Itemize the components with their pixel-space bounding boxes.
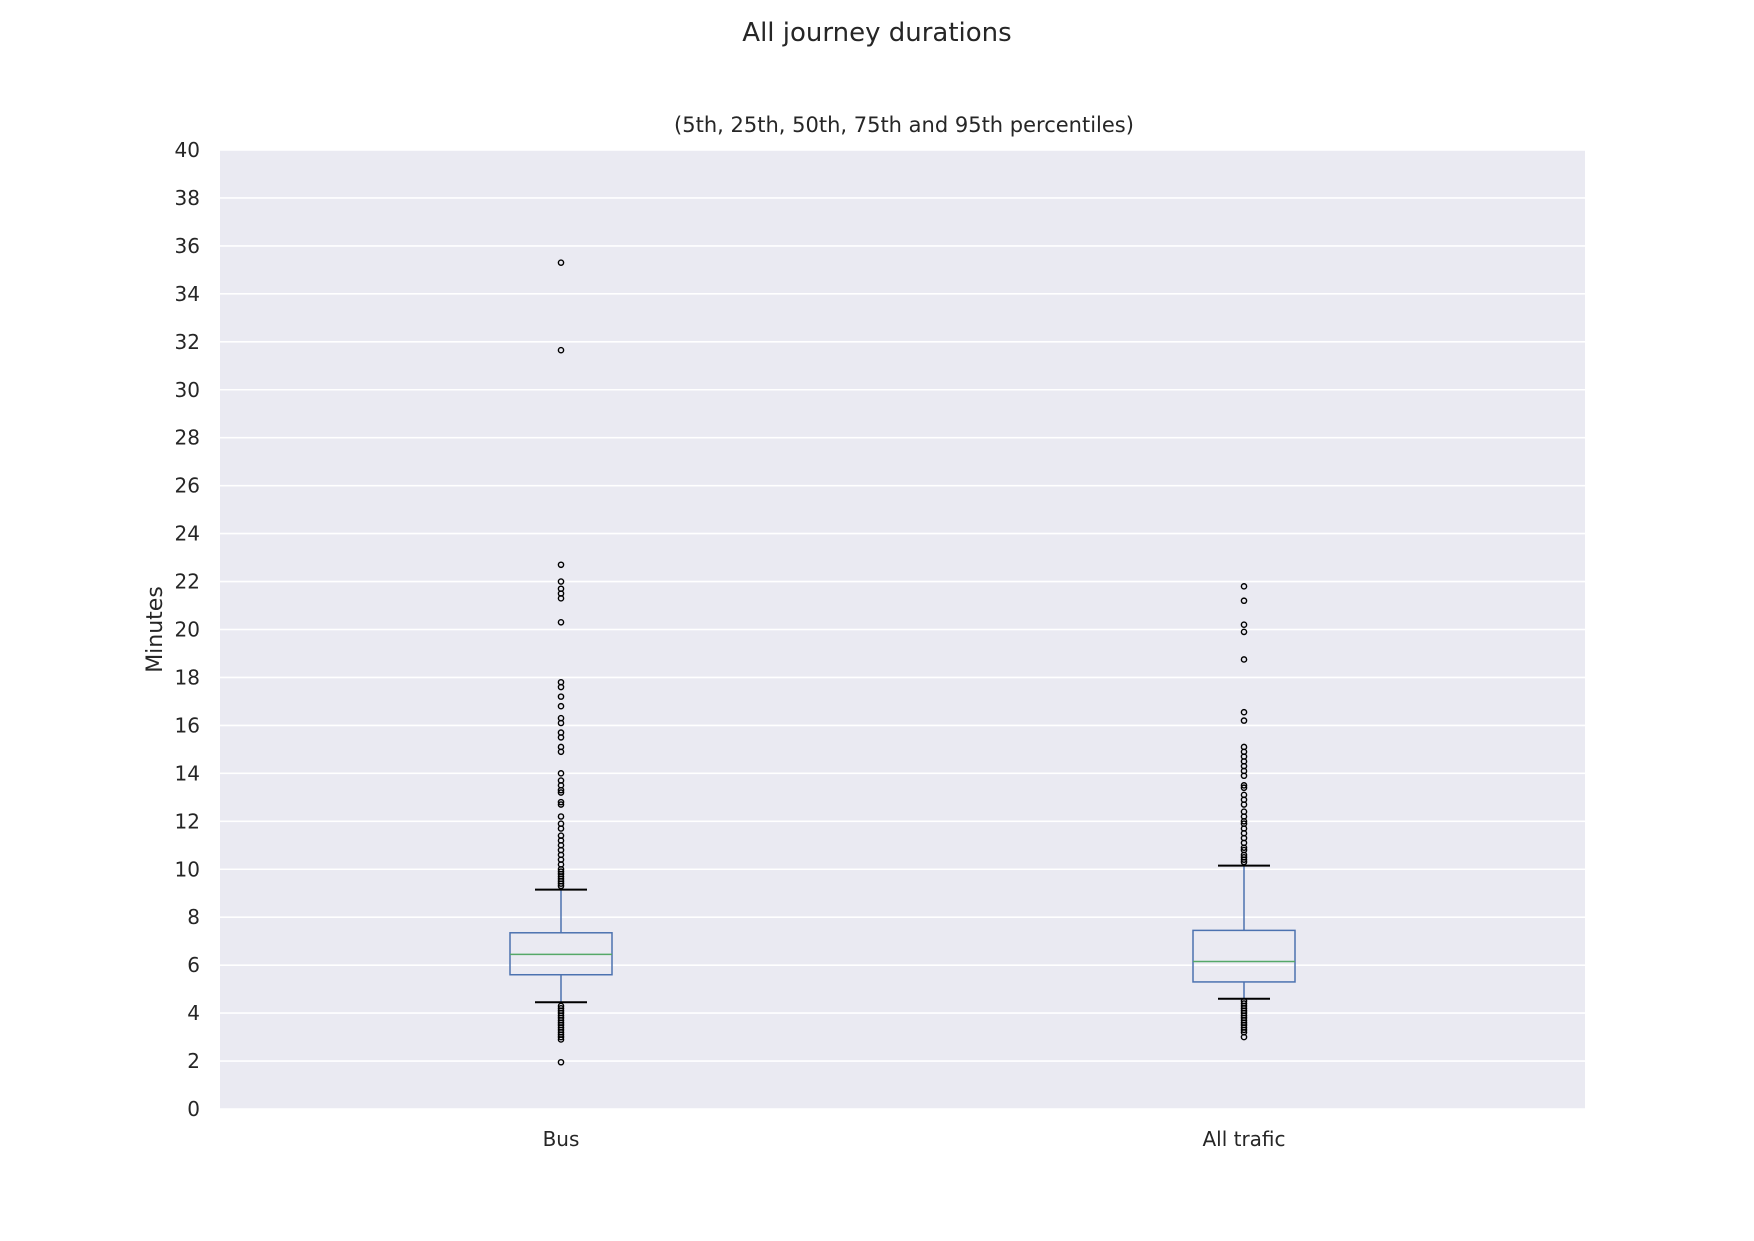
outlier-point — [1240, 844, 1248, 851]
outlier-point — [557, 734, 565, 741]
outlier-point — [557, 813, 565, 820]
y-tick-label: 4 — [187, 1001, 200, 1025]
x-tick-label: Bus — [543, 1127, 580, 1151]
outlier-point — [1240, 784, 1248, 792]
outlier-point — [557, 259, 565, 266]
y-tick-label: 28 — [175, 426, 200, 450]
y-tick-label: 16 — [175, 713, 200, 737]
y-axis-label: Minutes — [143, 586, 168, 673]
outlier-point — [557, 578, 565, 585]
outlier-point — [557, 693, 565, 700]
y-tick-label: 30 — [175, 378, 200, 402]
outlier-point — [1240, 818, 1248, 825]
outlier-point — [557, 1058, 565, 1066]
y-tick-label: 0 — [187, 1097, 200, 1121]
outlier-point — [557, 748, 565, 756]
outlier-point — [557, 1036, 565, 1043]
y-tick-label: 12 — [175, 809, 200, 833]
y-tick-label: 6 — [187, 953, 200, 977]
chart-title: All journey durations — [742, 18, 1012, 48]
y-tick-label: 8 — [187, 905, 200, 929]
y-tick-label: 40 — [175, 138, 200, 162]
y-tick-label: 38 — [175, 186, 200, 210]
outlier-point — [1240, 772, 1248, 780]
outlier-point — [557, 825, 565, 832]
outlier-point — [557, 683, 565, 691]
outlier-point — [1240, 708, 1248, 716]
y-tick-label: 20 — [175, 618, 200, 642]
outlier-point — [1240, 856, 1248, 863]
y-tick-label: 18 — [175, 665, 200, 689]
y-tick-label: 34 — [175, 282, 200, 306]
y-tick-label: 10 — [175, 857, 200, 881]
y-tick-label: 26 — [175, 474, 200, 498]
outlier-point — [557, 882, 565, 890]
outlier-point — [557, 619, 565, 626]
outlier-point — [1240, 801, 1248, 808]
y-tick-label: 32 — [175, 330, 200, 354]
y-tick-label: 14 — [175, 761, 200, 785]
y-tick-label: 2 — [187, 1049, 200, 1073]
outlier-point — [557, 702, 565, 710]
outlier-point — [1240, 858, 1248, 866]
y-tick-label: 36 — [175, 234, 200, 258]
y-tick-label: 22 — [175, 570, 200, 594]
outlier-point — [1240, 1033, 1248, 1041]
outlier-point — [557, 880, 565, 887]
outlier-point — [1240, 621, 1248, 629]
outlier-point — [557, 561, 565, 569]
y-tick-label: 24 — [175, 522, 200, 546]
outlier-point — [557, 595, 565, 602]
outlier-point — [1240, 583, 1248, 590]
outlier-point — [1240, 597, 1248, 605]
outlier-point — [557, 786, 565, 794]
outlier-point — [557, 346, 565, 354]
outlier-point — [557, 798, 565, 806]
outlier-point — [557, 801, 565, 808]
outlier-point — [1240, 628, 1248, 636]
outlier-point — [1240, 656, 1248, 663]
outlier-point — [557, 719, 565, 727]
outlier-point — [557, 789, 565, 796]
chart-subtitle: (5th, 25th, 50th, 75th and 95th percenti… — [674, 113, 1134, 137]
outlier-point — [1240, 782, 1248, 789]
outlier-point — [557, 1033, 565, 1041]
iqr-box — [1192, 929, 1296, 983]
outlier-point — [1240, 1026, 1248, 1034]
x-tick-label: All trafic — [1202, 1127, 1285, 1151]
outlier-point — [1240, 717, 1248, 724]
outlier-point — [557, 770, 565, 777]
